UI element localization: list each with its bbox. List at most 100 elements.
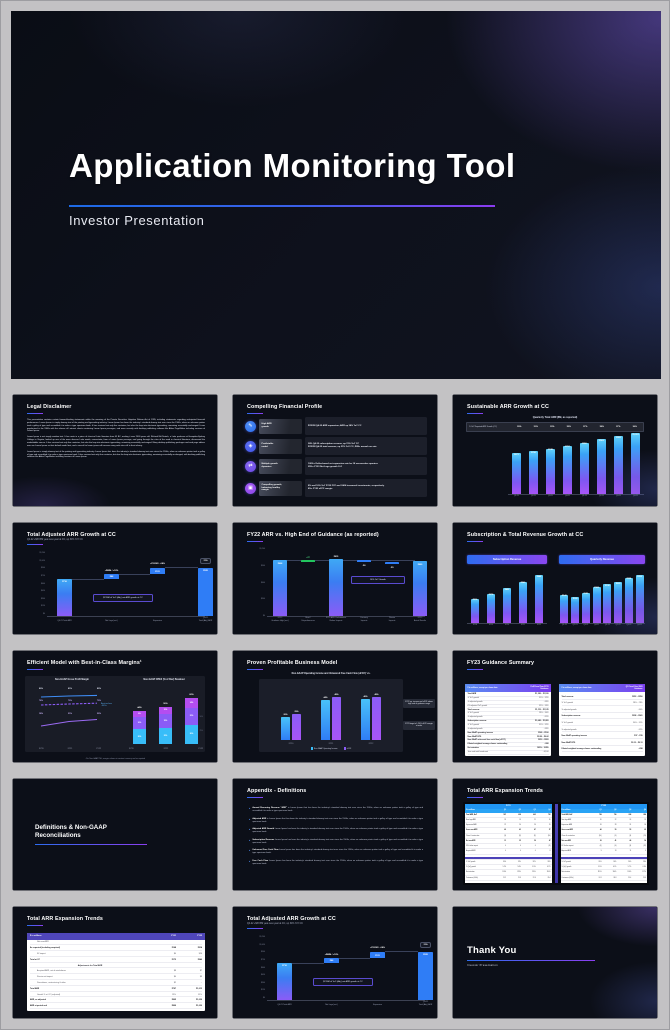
bar: $378	[487, 593, 495, 623]
slide-subscription-revenue[interactable]: Subscription & Total Revenue Growth at C…	[453, 523, 657, 634]
definition-item: ▸ Free Cash Flow Lorem Ipsum has been the…	[249, 860, 423, 866]
table-cell: 22	[504, 825, 507, 827]
gross-margin-line-chart	[40, 694, 98, 727]
slide-thank-you[interactable]: Thank You Investor Presentation	[453, 907, 657, 1018]
x-label: Expansion	[153, 619, 162, 622]
icon-glyph: ⇄	[248, 463, 253, 469]
x-label: Q3-22	[616, 494, 621, 497]
table-cell: (10)	[598, 835, 602, 837]
header-right: Q1 Fiscal Year 2023 Guidance	[625, 685, 643, 690]
slide-appendix-definitions[interactable]: Appendix - Definitions ▸ Annual Recurring…	[233, 779, 437, 890]
slide-sustainable-arr[interactable]: Sustainable ARR Growth at CC Quarterly T…	[453, 395, 657, 506]
table-row: Total ARR, BoP 749 790 838 896	[560, 814, 647, 818]
table-cell: 31%	[517, 861, 521, 863]
slide-arr-expansion-annual[interactable]: Total ARR Expansion Trends $ in millions…	[13, 907, 217, 1018]
title-underline	[27, 668, 43, 670]
fy-guidance-table: $ in millions, except per share data Ful…	[465, 684, 551, 756]
table-cell: Customers (000s)	[561, 877, 574, 879]
table-header: $ in millions, except per share data Q1 …	[559, 684, 645, 692]
bar: $205	[614, 582, 623, 623]
slide-proven-profitable[interactable]: Proven Profitable Business Model Non-GAA…	[233, 651, 437, 762]
table-cell: 32%	[532, 861, 536, 863]
table-cell: 0	[534, 846, 536, 848]
briefcase-icon: ▣	[245, 482, 256, 494]
table-cell: Non-GAAP operating income	[467, 731, 493, 734]
table-row: Non-GAAP EPS $0.12 – $0.13	[561, 742, 643, 746]
profile-row: ⇄ Multiple growth dynamics 100%+ Dollar-…	[245, 457, 427, 475]
slide-fy22-vs-guidance[interactable]: FY22 ARR vs. High End of Guidance (as re…	[233, 523, 437, 634]
baseline	[267, 615, 425, 616]
slide-fy23-guidance[interactable]: FY23 Guidance Summary $ in millions, exc…	[453, 651, 657, 762]
table-row: Total ARR, EoP 790 838 886 947	[560, 856, 647, 860]
table-cell: $210 – $220	[538, 739, 549, 742]
x-label: Q4-21 Total ARR	[277, 1003, 292, 1006]
bullet-icon: ▸	[249, 817, 251, 821]
table-body: Total revenue $253 – $256 % YoY growth 28% …	[559, 692, 645, 756]
slide-efficient-model[interactable]: Efficient Model with Best-in-Class Margi…	[13, 651, 217, 762]
table-cell: 838	[613, 856, 617, 858]
table-cell: Expansion ARR	[561, 825, 573, 827]
icon-glyph: ▣	[248, 485, 253, 491]
slide-adjusted-arr-growth[interactable]: Total Adjusted ARR Growth at CC Q4-22 +$…	[13, 523, 217, 634]
annotation-box: $219M of YoY (Adj.) net ARR growth at CC	[313, 978, 373, 986]
table-cell: 46	[599, 830, 602, 832]
x-label: Currency Impacts	[360, 617, 368, 622]
slide-arr-expansion-quarterly[interactable]: Total ARR Expansion Trends FY21 $ in mil…	[453, 779, 657, 890]
x-label: FY22	[536, 623, 542, 626]
stack-segment: 8%	[133, 711, 146, 717]
table-cell: 26	[599, 825, 602, 827]
column-header: $ in millions Q1 Q2 Q3 Q4	[465, 808, 552, 813]
profile-row: ✎ High ARR growth $XXXM Q4-22 ARR expans…	[245, 417, 427, 435]
x-label: FY19	[488, 623, 494, 626]
bullet-icon: ▸	[249, 859, 251, 863]
slide-definitions-divider[interactable]: Definitions & Non-GAAP Reconciliations	[13, 779, 217, 890]
table-row: FX adjusted YoY growth 32% – 33%	[467, 705, 549, 709]
table-row: Acquired ARR 9 13 11 9	[560, 851, 647, 855]
table-row: Total revenue $1,115 – $1,125	[467, 709, 549, 713]
slide-title: Sustainable ARR Growth at CC	[467, 404, 549, 410]
table-cell: % adjusted growth	[561, 728, 577, 731]
bar: $648	[535, 575, 543, 623]
table-cell: 838	[628, 814, 632, 816]
x-label: Net Logo (est.)	[105, 619, 118, 622]
table-cell: –	[200, 981, 202, 984]
bar-value: $183	[594, 587, 599, 590]
list-value: $750	[41, 574, 45, 577]
definition-text: Free Cash Flow Lorem Ipsum has been the …	[252, 859, 424, 865]
table-row: % QoQ growth 5.2% 5.6% 5.9% 6.7%	[465, 867, 552, 871]
slide-grid: Legal Disclaimer This presentation conta…	[13, 395, 657, 1018]
slide-financial-profile[interactable]: Compelling Financial Profile ✎ High ARR …	[233, 395, 437, 506]
bar-column: $205 Q2-22	[613, 575, 624, 628]
table-cell: $1,013	[196, 987, 202, 990]
table-row: % YoY growth 28% – 29%	[561, 702, 643, 707]
table-row: % adjusted growth ~33%	[467, 701, 549, 705]
table-cell: 40	[504, 830, 507, 832]
table-cell: 26	[534, 825, 536, 827]
list-value: $150	[41, 605, 45, 608]
y-axis-ticks: $1,200 $1,050 $900 $750 $600 $450 $300 $150 $0	[247, 936, 266, 1000]
table-cell: Total ARR, EoP	[561, 856, 573, 858]
table-cell: 26%	[628, 861, 632, 863]
table-row: % QoQ growth 5.5% 6.1% 5.7% 6.9%	[560, 867, 647, 871]
bar-column: $903 Q2-22	[593, 433, 610, 499]
title-underline	[247, 412, 263, 414]
table-cell: % YoY growth	[467, 723, 479, 726]
table-cell: 47	[534, 830, 536, 832]
table-cell: 54	[644, 840, 646, 842]
table-cell: 9	[600, 851, 602, 853]
bar-value: $228	[626, 578, 632, 581]
fy22-table-half: FY22 $ in millions Q1 Q2 Q3 Q4 Total ARR, Bo…	[560, 804, 647, 883]
table-row: Gross new ARR 46 50 55 65	[560, 830, 647, 834]
table-cell: Acquired ARR	[561, 851, 571, 853]
list-value: 35%	[566, 426, 571, 428]
y-axis-ticks: $1,200 $1,050 $900 $750 $600 $450 $300 $150 $0	[27, 552, 46, 616]
slide-title-cover[interactable]: Application Monitoring Tool Investor Pre…	[11, 11, 661, 379]
table-cell: 628	[518, 814, 521, 816]
slide-legal-disclaimer[interactable]: Legal Disclaimer This presentation conta…	[13, 395, 217, 506]
bar-value: $915	[333, 556, 339, 558]
table-cell: Net new ARR	[37, 941, 49, 944]
slide-adjusted-arr-growth-2[interactable]: Total Adjusted ARR Growth at CC Q4-22 +$…	[233, 907, 437, 1018]
table-cell: 39	[534, 840, 536, 842]
list-value: 30%	[517, 426, 522, 428]
